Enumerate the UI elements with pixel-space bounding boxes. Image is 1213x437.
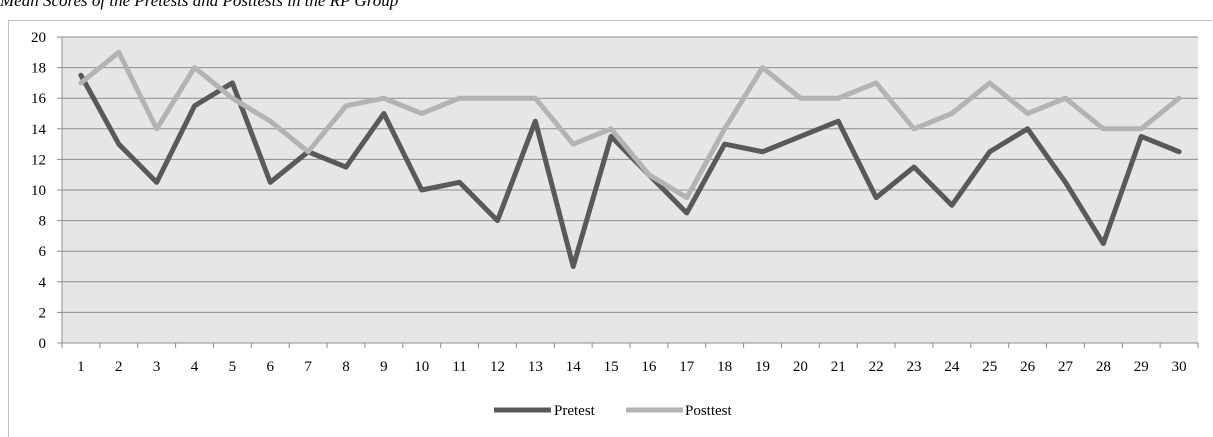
- y-tick-label: 6: [39, 244, 47, 260]
- y-tick-label: 10: [31, 183, 46, 199]
- x-tick-label: 1: [77, 359, 85, 375]
- x-tick-label: 8: [342, 359, 350, 375]
- y-tick-label: 20: [31, 30, 46, 46]
- series-lines: [78, 49, 1182, 269]
- y-tick-label: 4: [39, 275, 47, 291]
- y-tick-label: 0: [39, 336, 47, 352]
- x-tick-label: 4: [191, 359, 199, 375]
- x-tick-label: 30: [1172, 359, 1187, 375]
- x-tick-label: 21: [831, 359, 846, 375]
- legend: Pretest Posttest: [494, 403, 733, 419]
- y-tick-label: 2: [39, 305, 47, 321]
- x-tick-label: 20: [793, 359, 808, 375]
- legend-label-pretest: Pretest: [554, 403, 596, 419]
- x-tick-label: 28: [1096, 359, 1111, 375]
- y-tick-label: 16: [31, 91, 47, 107]
- x-tick-label: 19: [755, 359, 770, 375]
- y-tick-label: 14: [31, 122, 47, 138]
- x-tick-label: 16: [641, 359, 657, 375]
- x-tick-label: 12: [490, 359, 505, 375]
- x-tick-label: 25: [982, 359, 997, 375]
- x-tick-label: 3: [153, 359, 161, 375]
- x-tick-label: 11: [452, 359, 466, 375]
- x-tick-label: 14: [566, 359, 582, 375]
- x-tick-label: 24: [944, 359, 960, 375]
- x-tick-label: 15: [604, 359, 619, 375]
- x-tick-label: 9: [380, 359, 388, 375]
- y-tick-label: 8: [39, 214, 47, 230]
- series-line-posttest: [78, 49, 1182, 201]
- chart-frame: [8, 20, 1212, 437]
- x-axis-ticks: 1 2 3 4 5 6 7 8 9 10 11 12 13 14 15 16 17 18 19 20 21 22 23 24 2…: [61, 343, 1199, 375]
- x-tick-label: 26: [1020, 359, 1036, 375]
- figure-title: Mean Scores of the Pretests and Posttest…: [0, 0, 399, 10]
- x-tick-label: 27: [1058, 359, 1074, 375]
- x-tick-label: 6: [267, 359, 275, 375]
- legend-label-posttest: Posttest: [685, 403, 733, 419]
- x-tick-label: 7: [304, 359, 312, 375]
- x-tick-label: 29: [1134, 359, 1149, 375]
- x-tick-label: 13: [528, 359, 543, 375]
- y-tick-label: 18: [31, 61, 46, 77]
- x-tick-label: 10: [414, 359, 429, 375]
- x-tick-label: 17: [679, 359, 695, 375]
- y-axis-ticks: 0 2 4 6 8 10 12 14 16 18 20: [31, 30, 62, 352]
- x-tick-label: 5: [229, 359, 237, 375]
- x-tick-label: 2: [115, 359, 123, 375]
- x-tick-label: 18: [717, 359, 732, 375]
- x-tick-label: 23: [907, 359, 922, 375]
- x-tick-label: 22: [869, 359, 884, 375]
- y-tick-label: 12: [31, 152, 46, 168]
